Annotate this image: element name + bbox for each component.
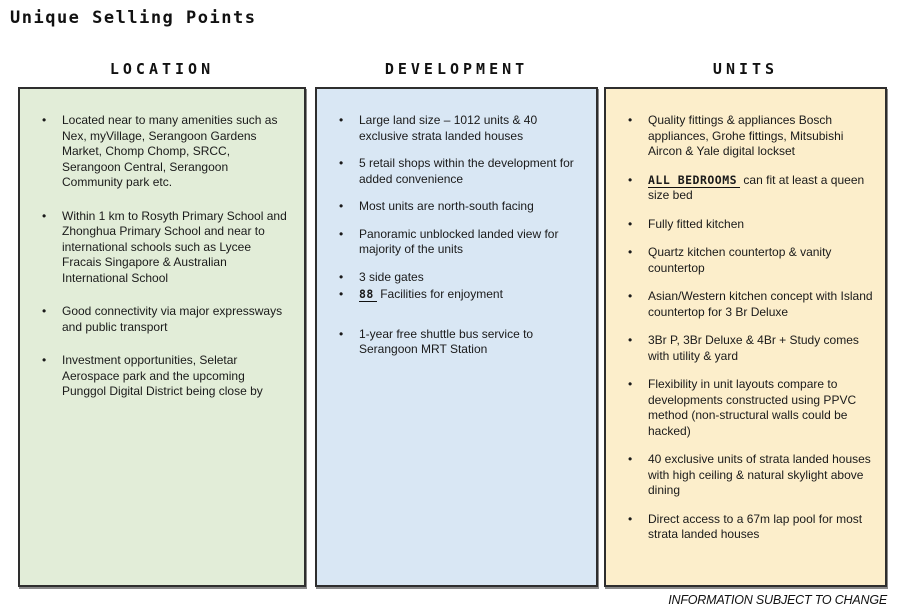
bullet-text: Quality fittings & appliances Bosch appl… (648, 113, 844, 158)
bullet-text: 40 exclusive units of strata landed hous… (648, 452, 871, 497)
column-header-development: DEVELOPMENT (384, 60, 529, 78)
column-units: UNITS • Quality fittings & appliances Bosc… (604, 60, 887, 587)
bullet-text: Direct access to a 67m lap pool for most… (648, 511, 863, 542)
list-item: • 5 retail shops within the development f… (335, 156, 586, 187)
bullet-text: Large land size – 1012 units & 40 exclus… (359, 113, 538, 143)
list-item: • 40 exclusive units of strata landed hou… (624, 452, 875, 499)
columns-row: LOCATION • Located near to many amenities … (0, 60, 900, 590)
bullet-text: Most units are north-south facing (359, 199, 534, 213)
bullet-text: Quartz kitchen countertop & vanity count… (648, 245, 832, 275)
list-item: • 1-year free shuttle bus service to Sera… (335, 327, 586, 358)
list-item: • Most units are north-south facing (335, 199, 586, 215)
bullet-text: 3 side gates (359, 269, 424, 284)
bullet-text-rest: Facilities for enjoyment (376, 287, 503, 301)
column-box-units: • Quality fittings & appliances Bosch app… (604, 87, 887, 587)
bullet-text: Good connectivity via major expressways … (62, 304, 283, 334)
list-item: • ALL BEDROOMS can fit at least a queen s… (624, 172, 875, 204)
bullet-icon: • (628, 289, 633, 303)
column-development: DEVELOPMENT • Large land size – 1012 units… (315, 60, 598, 587)
bullet-icon: • (42, 353, 47, 367)
column-box-development: • Large land size – 1012 units & 40 exclu… (315, 87, 598, 587)
bullet-text: ALL BEDROOMS can fit at least a queen si… (648, 172, 875, 204)
bullet-icon: • (628, 333, 633, 347)
bullet-icon: • (339, 269, 344, 284)
bullet-icon: • (628, 377, 633, 391)
bullet-icon: • (339, 287, 344, 301)
list-item: • Direct access to a 67m lap pool for mos… (624, 512, 875, 543)
page-title: Unique Selling Points (10, 8, 257, 28)
bullet-text: 88 Facilities for enjoyment (359, 287, 586, 303)
bullet-text: Flexibility in unit layouts compare to d… (648, 377, 857, 438)
bullet-text: Within 1 km to Rosyth Primary School and… (62, 208, 287, 285)
bullet-text: Fully fitted kitchen (648, 216, 745, 231)
column-header-location: LOCATION (109, 60, 215, 78)
bullet-text: Asian/Western kitchen concept with Islan… (648, 289, 873, 319)
list-item: • Within 1 km to Rosyth Primary School an… (38, 209, 294, 287)
bullet-icon: • (42, 113, 47, 127)
bullet-icon: • (628, 172, 633, 187)
bullet-text: 5 retail shops within the development fo… (359, 156, 574, 186)
bullet-icon: • (628, 452, 633, 466)
bullet-text-rest: can fit at least a queen size bed (648, 172, 865, 203)
column-location: LOCATION • Located near to many amenities … (18, 60, 306, 587)
list-item: • Flexibility in unit layouts compare to … (624, 377, 875, 439)
list-item: • Panoramic unblocked landed view for maj… (335, 227, 586, 258)
column-header-units: UNITS (712, 60, 779, 78)
column-box-location: • Located near to many amenities such as … (18, 87, 306, 587)
bullet-icon: • (42, 208, 47, 223)
bullet-text: Located near to many amenities such as N… (62, 113, 278, 189)
bullet-icon: • (339, 226, 344, 241)
bullet-icon: • (339, 326, 344, 341)
list-item: • Quality fittings & appliances Bosch app… (624, 113, 875, 160)
list-item: • Quartz kitchen countertop & vanity coun… (624, 245, 875, 276)
bullet-text: Investment opportunities, Seletar Aerosp… (62, 353, 263, 398)
list-item: • Located near to many amenities such as … (38, 113, 294, 191)
list-item: • Fully fitted kitchen (624, 217, 875, 233)
footer-disclaimer: INFORMATION SUBJECT TO CHANGE (668, 593, 887, 607)
bullet-icon: • (42, 304, 47, 318)
list-item: • 3Br P, 3Br Deluxe & 4Br + Study comes w… (624, 333, 875, 364)
bullet-icon: • (339, 113, 344, 127)
bullet-icon: • (628, 511, 633, 526)
bullet-text: Panoramic unblocked landed view for majo… (359, 226, 559, 257)
list-item: • Large land size – 1012 units & 40 exclu… (335, 113, 586, 144)
list-item: • Asian/Western kitchen concept with Isla… (624, 289, 875, 320)
bullet-text: 3Br P, 3Br Deluxe & 4Br + Study comes wi… (648, 333, 859, 363)
bullet-icon: • (628, 113, 633, 127)
list-item: • 88 Facilities for enjoyment (335, 287, 586, 303)
bullet-icon: • (339, 156, 344, 170)
highlighted-prefix: 88 (359, 287, 377, 302)
bullet-icon: • (339, 199, 344, 213)
list-item: • Good connectivity via major expressways… (38, 304, 294, 335)
highlighted-prefix: ALL BEDROOMS (648, 172, 741, 188)
list-item: • 3 side gates (335, 270, 586, 286)
bullet-text: 1-year free shuttle bus service to Seran… (359, 326, 534, 357)
list-item: • Investment opportunities, Seletar Aeros… (38, 353, 294, 400)
bullet-icon: • (628, 216, 633, 231)
bullet-icon: • (628, 245, 633, 259)
